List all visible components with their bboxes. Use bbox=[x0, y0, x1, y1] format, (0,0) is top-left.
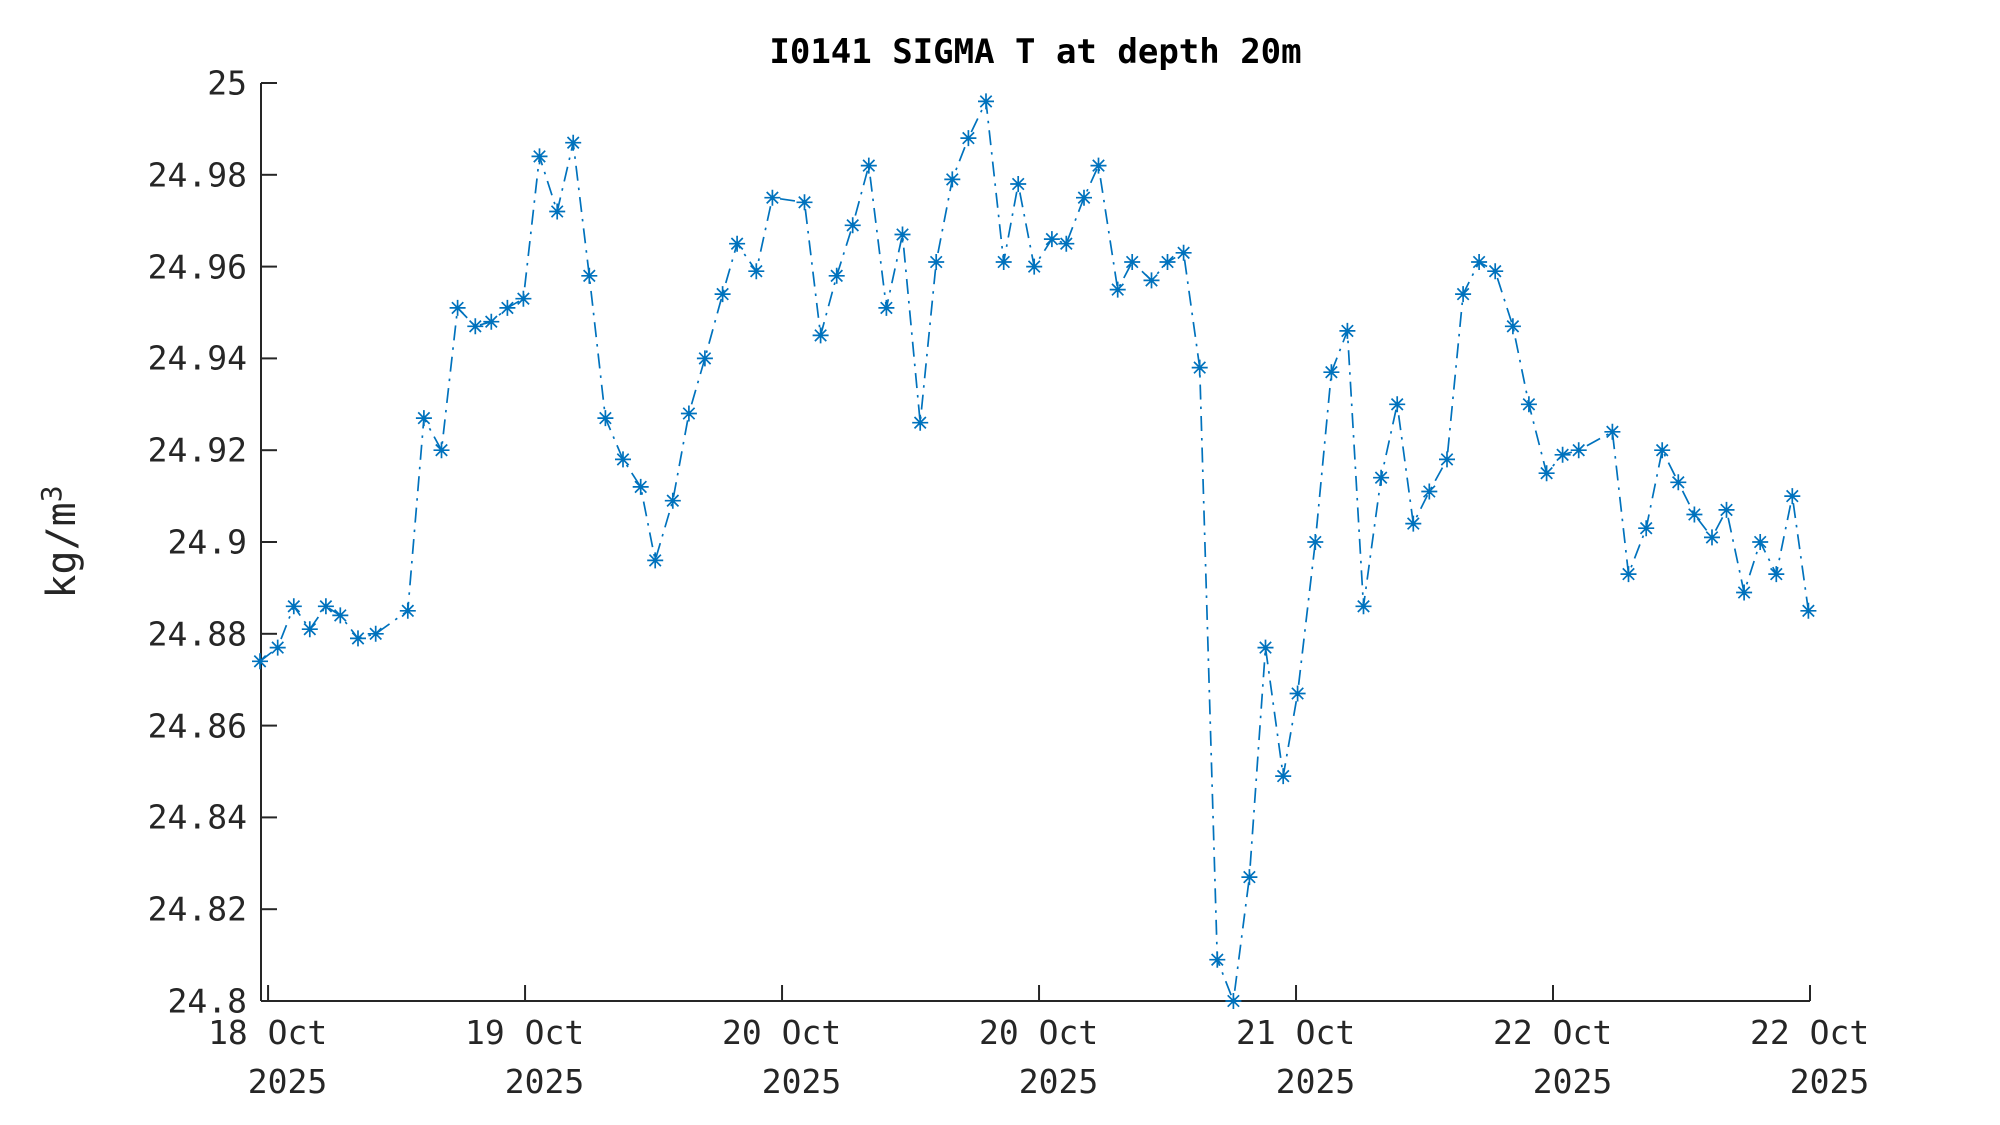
y-tick-label: 24.86 bbox=[147, 706, 247, 746]
data-series-line bbox=[259, 98, 1810, 1002]
x-tick-label: 21 Oct 2025 bbox=[1236, 1013, 1356, 1101]
y-tick-label: 24.94 bbox=[147, 338, 247, 378]
y-tick-label: 24.98 bbox=[147, 155, 247, 195]
ylabel-exponent: 3 bbox=[34, 485, 68, 503]
x-tick-label: 20 Oct 2025 bbox=[722, 1013, 842, 1101]
x-tick-label: 19 Oct 2025 bbox=[465, 1013, 585, 1101]
y-tick-label: 25 bbox=[207, 63, 247, 103]
y-tick-label: 24.92 bbox=[147, 430, 247, 470]
y-tick-label: 24.9 bbox=[167, 522, 247, 562]
y-tick-label: 24.82 bbox=[147, 889, 247, 929]
y-tick-label: 24.88 bbox=[147, 614, 247, 654]
y-tick-label: 24.84 bbox=[147, 797, 247, 837]
x-tick-label: 22 Oct 2025 bbox=[1493, 1013, 1613, 1101]
data-markers bbox=[252, 93, 1817, 1009]
y-tick-label: 24.8 bbox=[167, 981, 247, 1021]
y-tick-label: 24.96 bbox=[147, 247, 247, 287]
x-tick-label: 18 Oct 2025 bbox=[208, 1013, 328, 1101]
x-tick-label: 22 Oct 2025 bbox=[1750, 1013, 1870, 1101]
y-axis-label: kg/m3 bbox=[34, 485, 86, 599]
asterisk-marker-path bbox=[252, 93, 1817, 1009]
chart-title: I0141 SIGMA T at depth 20m bbox=[769, 32, 1302, 72]
x-tick-label: 20 Oct 2025 bbox=[979, 1013, 1099, 1101]
